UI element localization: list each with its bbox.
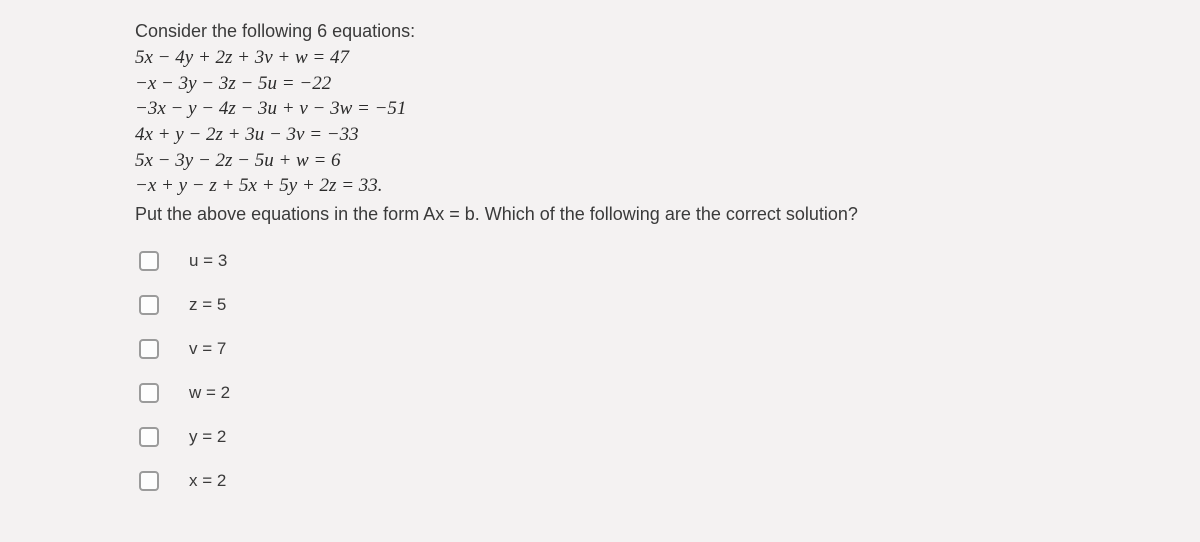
option-label: u = 3	[189, 249, 227, 274]
intro-text: Consider the following 6 equations:	[135, 18, 1200, 44]
checkbox-icon[interactable]	[139, 339, 159, 359]
option-label: z = 5	[189, 293, 226, 318]
equation-2: −x − 3y − 3z − 5u = −22	[135, 71, 1200, 97]
option-y[interactable]: y = 2	[139, 415, 1200, 459]
option-label: v = 7	[189, 337, 226, 362]
checkbox-icon[interactable]	[139, 251, 159, 271]
option-label: y = 2	[189, 425, 226, 450]
checkbox-icon[interactable]	[139, 471, 159, 491]
option-label: x = 2	[189, 469, 226, 494]
option-u[interactable]: u = 3	[139, 239, 1200, 283]
option-x[interactable]: x = 2	[139, 459, 1200, 503]
checkbox-icon[interactable]	[139, 295, 159, 315]
checkbox-icon[interactable]	[139, 383, 159, 403]
equation-3: −3x − y − 4z − 3u + v − 3w = −51	[135, 96, 1200, 122]
option-v[interactable]: v = 7	[139, 327, 1200, 371]
options-list: u = 3 z = 5 v = 7 w = 2 y = 2 x = 2	[135, 239, 1200, 503]
option-label: w = 2	[189, 381, 230, 406]
checkbox-icon[interactable]	[139, 427, 159, 447]
option-w[interactable]: w = 2	[139, 371, 1200, 415]
equation-6: −x + y − z + 5x + 5y + 2z = 33.	[135, 173, 1200, 199]
equation-5: 5x − 3y − 2z − 5u + w = 6	[135, 148, 1200, 174]
prompt-text: Put the above equations in the form Ax =…	[135, 201, 1200, 227]
equation-4: 4x + y − 2z + 3u − 3v = −33	[135, 122, 1200, 148]
option-z[interactable]: z = 5	[139, 283, 1200, 327]
equation-1: 5x − 4y + 2z + 3v + w = 47	[135, 45, 1200, 71]
